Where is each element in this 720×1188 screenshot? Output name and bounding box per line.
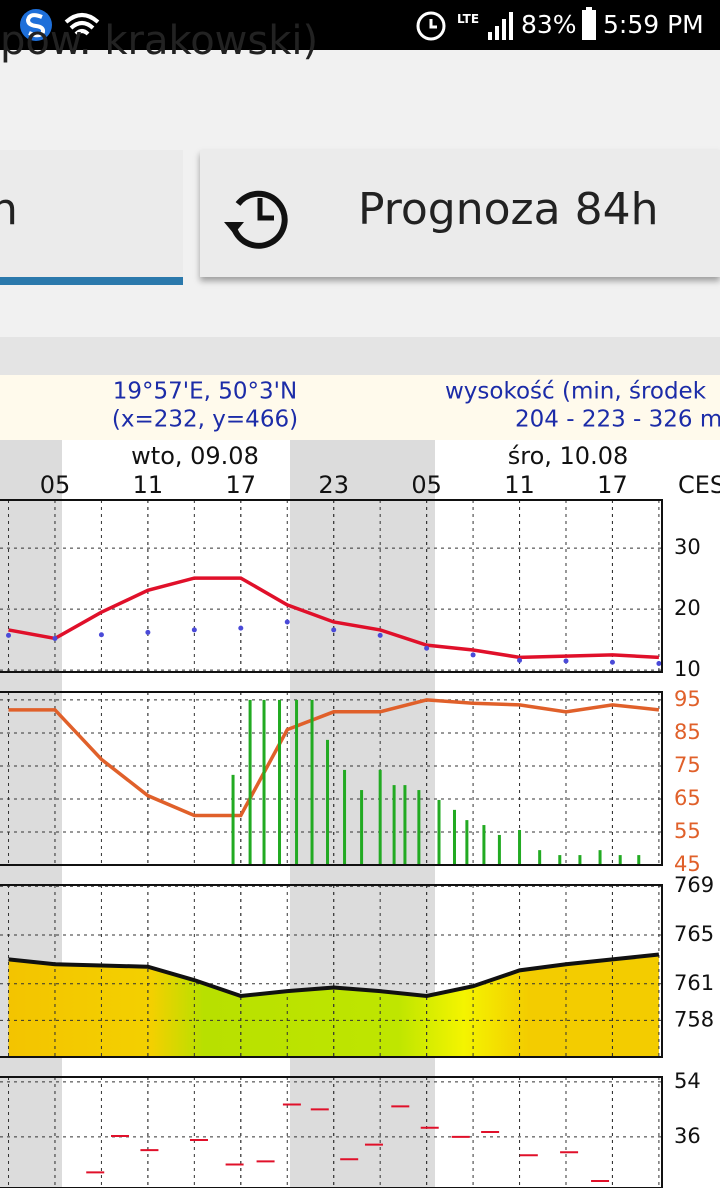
panel-frame: [0, 884, 663, 1058]
panel-frame: [0, 691, 663, 866]
y-tick-label: 55: [674, 819, 701, 843]
dew-point-dot: [331, 627, 337, 633]
network-type: LTE: [457, 12, 480, 26]
precip-bar: [403, 785, 407, 865]
y-tick-label: 761: [674, 971, 714, 995]
coordinates: 19°57'E, 50°3'N: [113, 379, 297, 405]
elevation: 204 - 223 - 326 m: [515, 407, 720, 433]
precip-bar: [231, 774, 235, 865]
history-icon: [224, 190, 288, 249]
dew-point-dot: [238, 625, 244, 631]
grid-point: (x=232, y=466): [112, 407, 298, 433]
precip-bar: [278, 699, 282, 865]
dew-point-dot: [191, 627, 197, 633]
series-line: [8, 576, 659, 660]
y-tick-label: 54: [674, 1069, 701, 1093]
precip-bar: [558, 855, 562, 865]
y-tick-label: 45: [674, 852, 701, 876]
dew-point-dot: [145, 629, 151, 635]
y-tick-label: 769: [674, 873, 714, 897]
tab-label: h: [0, 184, 18, 235]
precip-bar: [452, 809, 456, 865]
y-tick-label: 758: [674, 1007, 714, 1031]
pressure-line: [8, 952, 660, 999]
y-tick-label: 20: [674, 596, 701, 620]
dew-point-dot: [609, 659, 615, 665]
location-title: pow. krakowski): [0, 18, 319, 64]
meteogram: 19°57'E, 50°3'N (x=232, y=466) wysokość …: [0, 375, 720, 1188]
precip-bar: [248, 699, 252, 865]
y-tick-label: 10: [674, 657, 701, 681]
x-tick-label: 05: [411, 471, 442, 499]
precip-bar: [538, 850, 542, 865]
y-tick-label: 36: [674, 1124, 701, 1148]
y-tick-label: 95: [674, 687, 701, 711]
y-tick-label: 75: [674, 753, 701, 777]
precip-bar: [360, 790, 364, 865]
precip-bar: [578, 855, 582, 865]
status-bar: LTE 83% 5:59 PM: [0, 0, 720, 50]
status-icons-right: [416, 11, 513, 41]
x-tick-label: 23: [318, 471, 349, 499]
precip-bar: [637, 855, 641, 865]
x-tick-label: 17: [597, 471, 628, 499]
x-tick-label: 11: [133, 471, 164, 499]
precip-bar: [326, 739, 330, 865]
precip-bar: [497, 834, 501, 865]
precip-bar: [392, 785, 396, 865]
clock: 5:59 PM: [603, 10, 704, 39]
x-tick-label: 11: [504, 471, 535, 499]
timezone: CES: [678, 471, 720, 499]
dew-point-dot: [424, 645, 430, 651]
precip-bar: [598, 850, 602, 865]
precip-bar: [437, 799, 441, 865]
y-tick-label: 65: [674, 786, 701, 810]
dew-point-dot: [52, 635, 58, 641]
day-label: śro, 10.08: [508, 442, 629, 470]
x-tick-label: 05: [40, 471, 71, 499]
precip-bar: [465, 820, 469, 865]
status-icons-left: [20, 9, 100, 41]
precip-bar: [518, 830, 522, 865]
battery-level: 83%: [521, 10, 577, 39]
dew-point-dot: [377, 632, 383, 638]
y-tick-label: 765: [674, 922, 714, 946]
precip-bar: [262, 699, 266, 865]
tab-label: Prognoza 84h: [358, 184, 659, 235]
precip-bar: [343, 769, 347, 865]
panel-frame: [0, 499, 663, 673]
tab[interactable]: Prognoza 84h: [200, 150, 720, 277]
separator: [0, 337, 720, 375]
dew-point-dot: [470, 652, 476, 658]
precip-bar: [417, 790, 421, 865]
series-line: [8, 698, 660, 818]
battery-icon: [582, 7, 596, 40]
dew-point-dot: [656, 660, 662, 666]
y-tick-label: 30: [674, 535, 701, 559]
precip-bar: [310, 699, 314, 865]
precip-bar: [482, 825, 486, 865]
x-tick-label: 17: [226, 471, 257, 499]
dew-point-dot: [517, 657, 523, 663]
dew-point-dot: [563, 658, 569, 664]
dew-point-dot: [98, 632, 104, 638]
day-label: wto, 09.08: [131, 442, 259, 470]
dew-point-dot: [6, 632, 12, 638]
panel-frame: [0, 1076, 663, 1188]
y-tick-label: 85: [674, 720, 701, 744]
precip-bar: [618, 855, 622, 865]
tab[interactable]: h: [0, 150, 183, 285]
elevation-label: wysokość (min, środek: [445, 379, 707, 405]
precip-bar: [378, 769, 382, 865]
precip-bar: [295, 699, 299, 865]
dew-point-dot: [284, 619, 290, 625]
